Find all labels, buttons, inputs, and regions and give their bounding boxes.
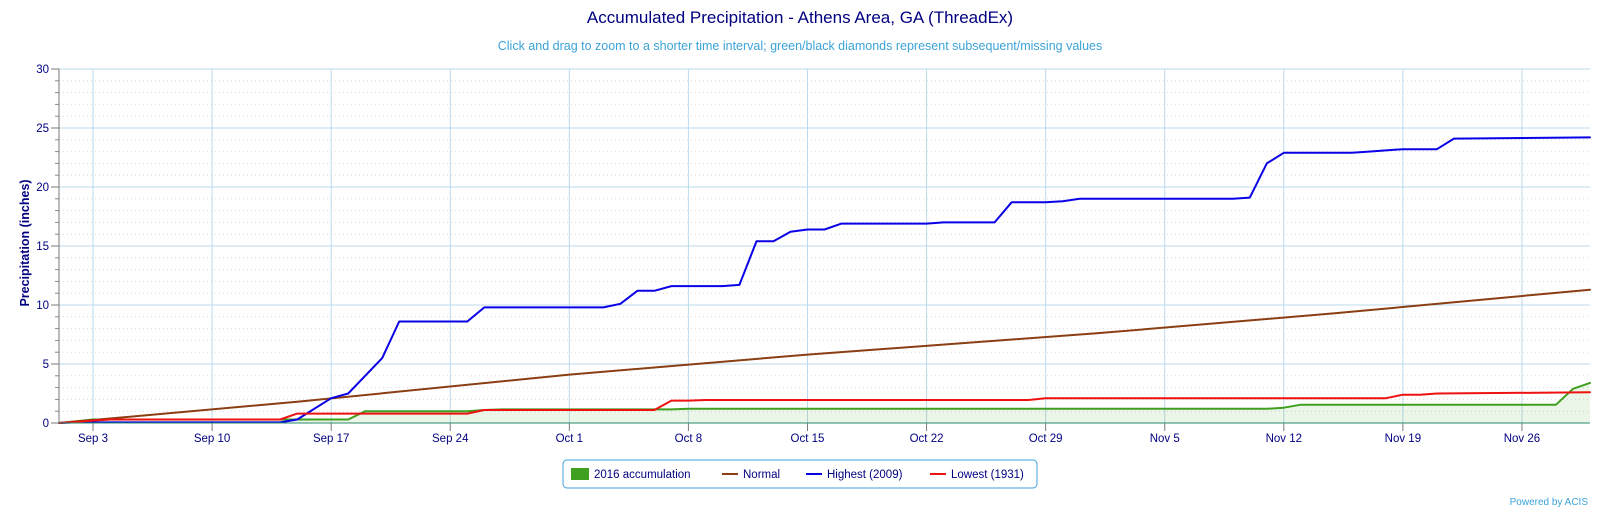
legend-box (562, 459, 1038, 489)
y-tick-label: 20 (36, 182, 49, 194)
x-tick-label: Oct 1 (556, 433, 583, 445)
x-tick-label: Oct 8 (675, 433, 702, 445)
y-tick-label: 5 (43, 359, 49, 371)
x-tick-label: Sep 10 (194, 433, 230, 445)
x-tick-label: Oct 29 (1029, 433, 1063, 445)
legend-item-label[interactable]: Highest (2009) (827, 469, 903, 481)
x-tick-label: Oct 22 (910, 433, 944, 445)
legend-item-label[interactable]: 2016 accumulation (594, 469, 691, 481)
legend-item-label[interactable]: Normal (743, 469, 780, 481)
series-line-3[interactable] (58, 391, 1591, 424)
chart-title: Accumulated Precipitation - Athens Area,… (587, 8, 1013, 27)
grid (59, 68, 1590, 424)
x-tick-label: Nov 26 (1504, 433, 1540, 445)
x-tick-label: Nov 5 (1150, 433, 1180, 445)
x-tick-label: Oct 15 (791, 433, 825, 445)
y-tick-label: 10 (36, 300, 49, 312)
x-tick-label: Nov 19 (1385, 433, 1421, 445)
y-tick-label: 0 (43, 418, 49, 430)
y-axis: 0 5 10 15 20 25 30 (36, 64, 60, 430)
y-axis-label: Precipitation (inches) (18, 179, 32, 306)
legend: 2016 accumulation Normal Highest (2009) Low… (562, 459, 1038, 489)
series-line-2[interactable] (58, 136, 1591, 424)
chart-subtitle: Click and drag to zoom to a shorter time… (498, 39, 1102, 53)
x-tick-label: Sep 17 (313, 433, 349, 445)
x-tick-label: Nov 12 (1266, 433, 1302, 445)
y-tick-label: 15 (36, 241, 49, 253)
legend-item-label[interactable]: Lowest (1931) (951, 469, 1024, 481)
x-axis: Sep 3 Sep 10 Sep 17 Sep 24 Oct 1 Oct 8 Oct 15 O… (59, 422, 1590, 445)
series-line-1[interactable] (58, 288, 1591, 424)
legend-swatch (571, 468, 589, 480)
x-tick-label: Sep 3 (78, 433, 108, 445)
plot-area (58, 136, 1591, 424)
y-tick-label: 30 (36, 64, 49, 76)
x-tick-label: Sep 24 (432, 433, 469, 445)
y-tick-label: 25 (36, 123, 49, 135)
credit-text[interactable]: Powered by ACIS (1510, 497, 1589, 508)
